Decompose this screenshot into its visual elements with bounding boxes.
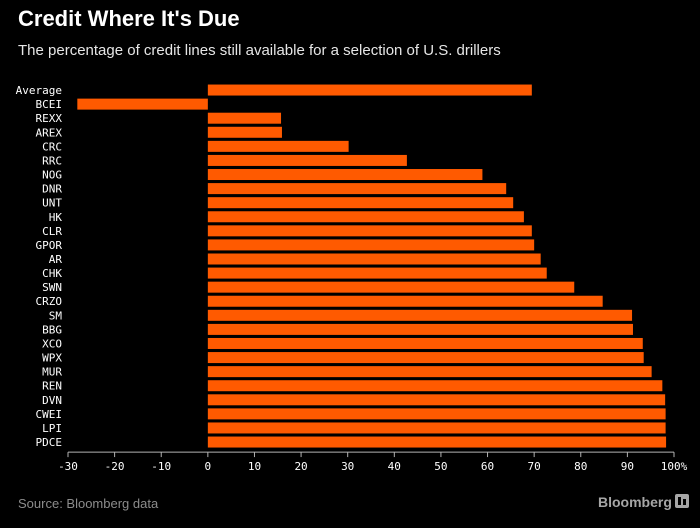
bar-cwei [207, 408, 666, 420]
x-tick-label: 30 [341, 460, 354, 473]
bar-rexx [207, 112, 282, 124]
bar-dnr [207, 183, 507, 195]
category-label-lpi: LPI [42, 422, 62, 435]
bars-group [77, 84, 667, 448]
category-label-sm: SM [49, 309, 63, 322]
x-tick-label: 60 [481, 460, 494, 473]
x-tick-label: 90 [621, 460, 634, 473]
x-tick-label: 40 [388, 460, 401, 473]
bar-lpi [207, 422, 666, 434]
bar-wpx [207, 352, 644, 364]
category-label-average: Average [16, 84, 62, 97]
category-label-wpx: WPX [42, 352, 62, 365]
x-tick-label: 100% [661, 460, 688, 473]
category-label-ar: AR [49, 253, 63, 266]
category-label-rrc: RRC [42, 154, 62, 167]
x-tick-label: -20 [105, 460, 125, 473]
category-label-cwei: CWEI [36, 408, 63, 421]
bar-nog [207, 169, 483, 181]
category-label-crc: CRC [42, 140, 62, 153]
bar-clr [207, 225, 532, 237]
bar-pdce [207, 436, 667, 448]
x-tick-label: 50 [434, 460, 447, 473]
category-label-chk: CHK [42, 267, 62, 280]
category-label-crzo: CRZO [36, 295, 63, 308]
x-tick-label: 20 [294, 460, 307, 473]
category-label-clr: CLR [42, 225, 62, 238]
bar-arex [207, 126, 282, 138]
bar-hk [207, 211, 524, 223]
bar-unt [207, 197, 514, 209]
category-label-ren: REN [42, 380, 62, 393]
category-label-xco: XCO [42, 337, 62, 350]
bar-ar [207, 253, 541, 265]
category-label-rexx: REXX [36, 112, 63, 125]
x-tick-label: -10 [151, 460, 171, 473]
bar-sm [207, 309, 633, 321]
bloomberg-mark-icon [675, 494, 689, 508]
bar-rrc [207, 154, 407, 166]
x-tick-label: -30 [58, 460, 78, 473]
bar-gpor [207, 239, 535, 251]
bar-dvn [207, 394, 666, 406]
bar-ren [207, 380, 663, 392]
category-label-swn: SWN [42, 281, 62, 294]
category-label-hk: HK [49, 211, 63, 224]
x-axis: -30 -20 -10 0 10 20 30 40 50 60 70 80 90 100% [58, 451, 688, 473]
bar-chk [207, 267, 547, 279]
bar-bcei [77, 98, 208, 110]
category-label-dvn: DVN [42, 394, 62, 407]
category-label-mur: MUR [42, 366, 62, 379]
bar-xco [207, 337, 643, 349]
bar-swn [207, 281, 575, 293]
category-label-bcei: BCEI [36, 98, 63, 111]
x-tick-label: 0 [205, 460, 212, 473]
category-label-gpor: GPOR [36, 239, 63, 252]
x-tick-label: 70 [528, 460, 541, 473]
bar-bbg [207, 323, 633, 335]
bar-average [207, 84, 532, 96]
category-label-unt: UNT [42, 197, 62, 210]
chart-subtitle: The percentage of credit lines still ava… [18, 42, 501, 59]
x-tick-label: 10 [248, 460, 261, 473]
x-tick-label: 80 [574, 460, 587, 473]
chart-title: Credit Where It's Due [18, 6, 240, 31]
source-note: Source: Bloomberg data [18, 496, 159, 511]
bar-crzo [207, 295, 603, 307]
bar-mur [207, 366, 652, 378]
category-label-dnr: DNR [42, 183, 62, 196]
category-label-bbg: BBG [42, 323, 62, 336]
bar-crc [207, 140, 349, 152]
bloomberg-logo: Bloomberg [598, 494, 672, 510]
category-label-arex: AREX [36, 126, 63, 139]
category-label-pdce: PDCE [36, 436, 63, 449]
category-label-nog: NOG [42, 169, 62, 182]
